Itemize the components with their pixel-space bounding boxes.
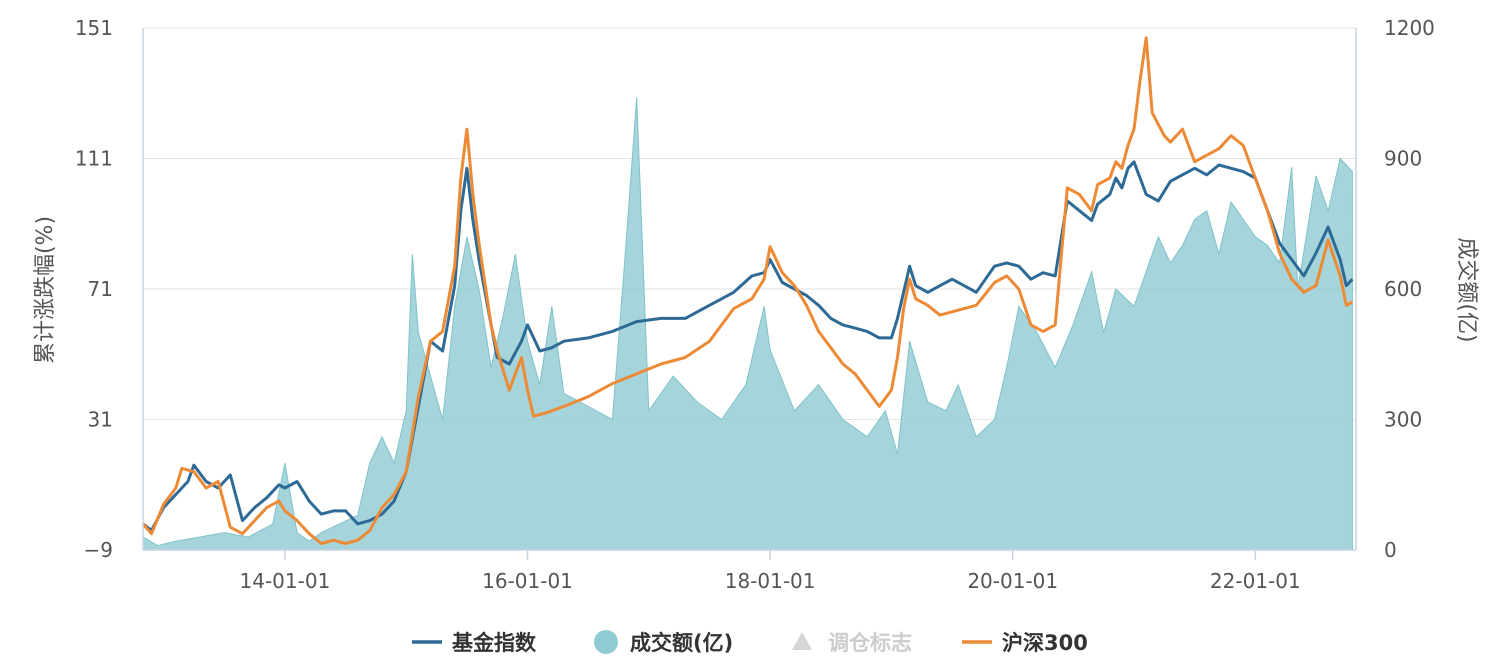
turnover-area: [142, 97, 1353, 551]
legend-item[interactable]: 调仓标志: [792, 631, 912, 655]
legend-item[interactable]: 成交额(亿): [594, 630, 733, 655]
x-tick-label: 14-01-01: [240, 569, 331, 593]
y-right-tick-label: 0: [1384, 538, 1397, 562]
y-right-axis-title: 成交额(亿): [1454, 237, 1479, 342]
y-right-tick-label: 300: [1384, 408, 1422, 432]
series-lines-layer: [141, 36, 1354, 545]
legend-item[interactable]: 基金指数: [412, 631, 537, 655]
tick-labels: −9 31 71 111 151 0 300 600 900 1200 14-01-01 16-01-…: [75, 16, 1435, 593]
csi300-line: [141, 36, 1354, 545]
y-left-tick-label: 31: [88, 408, 113, 432]
y-left-tick-label: 151: [75, 16, 113, 40]
y-right-tick-label: 900: [1384, 147, 1422, 171]
y-left-axis-title: 累计涨跌幅(%): [33, 216, 58, 364]
legend-circle-icon: [594, 630, 618, 654]
y-left-tick-label: 71: [88, 277, 113, 301]
legend: 基金指数 成交额(亿) 调仓标志 沪深300: [412, 630, 1088, 655]
axes: [142, 28, 1357, 560]
y-left-tick-label: −9: [84, 538, 113, 562]
legend-item[interactable]: 沪深300: [962, 631, 1088, 655]
x-tick-label: 16-01-01: [482, 569, 573, 593]
y-right-tick-label: 600: [1384, 277, 1422, 301]
legend-label: 沪深300: [1002, 631, 1088, 655]
legend-label: 成交额(亿): [630, 631, 733, 655]
fund-index-line: [142, 160, 1354, 532]
legend-triangle-icon: [792, 632, 812, 650]
legend-label: 调仓标志: [828, 631, 912, 655]
y-left-tick-label: 111: [75, 147, 113, 171]
legend-label: 基金指数: [452, 631, 537, 655]
x-tick-label: 18-01-01: [725, 569, 816, 593]
x-tick-label: 22-01-01: [1210, 569, 1301, 593]
y-right-tick-label: 1200: [1384, 16, 1435, 40]
x-tick-label: 20-01-01: [967, 569, 1058, 593]
turnover-area-layer: [142, 97, 1353, 551]
